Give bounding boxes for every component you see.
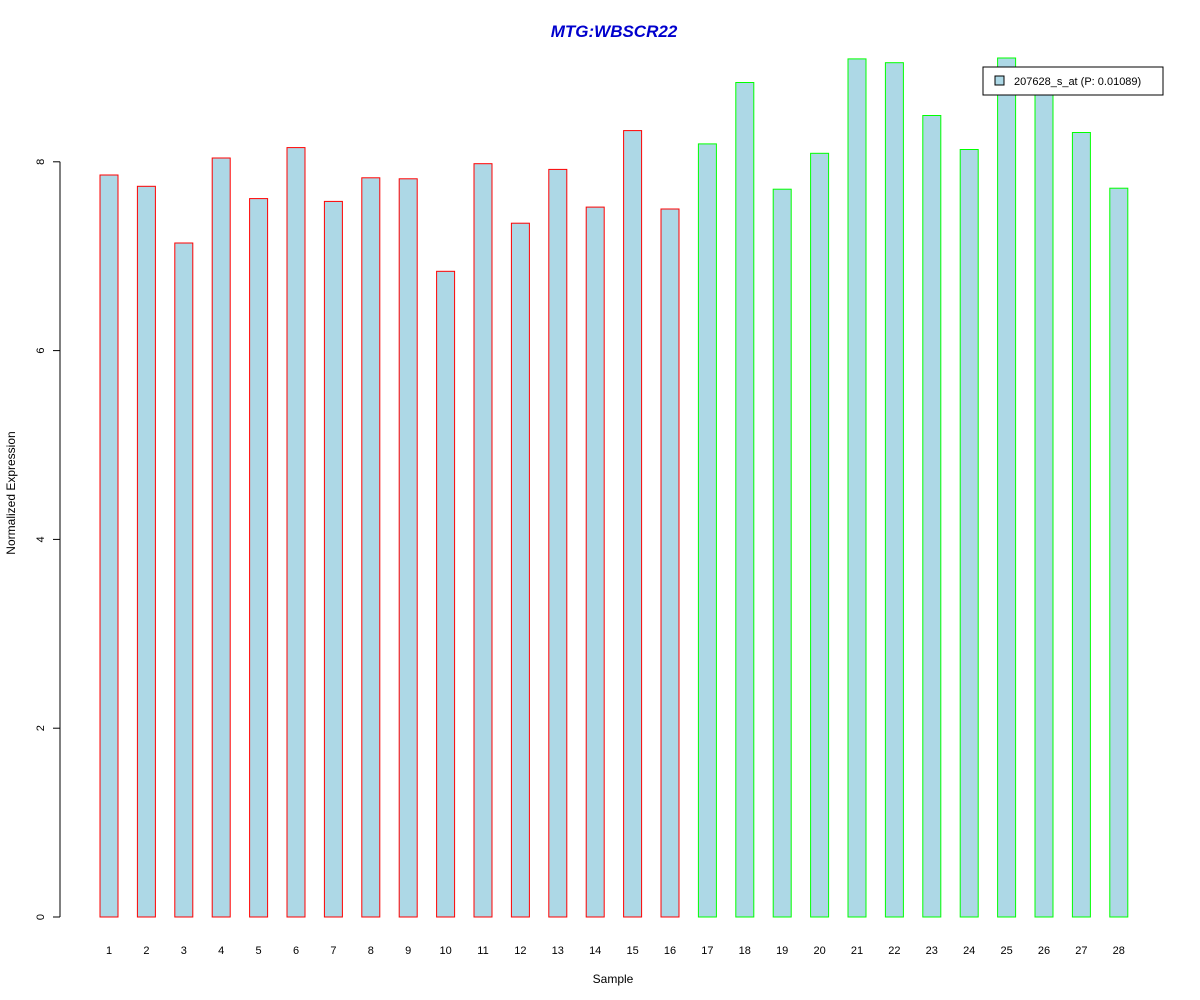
x-tick-label: 25 (1000, 945, 1012, 957)
bar-sample-16 (660, 208, 680, 918)
x-tick-label: 27 (1075, 945, 1087, 957)
y-tick-label: 6 (35, 348, 47, 354)
y-tick-label: 0 (35, 914, 47, 920)
x-tick-label: 1 (106, 945, 112, 957)
legend: 207628_s_at (P: 0.01089) (982, 66, 1164, 96)
x-tick-label: 28 (1113, 945, 1125, 957)
x-tick-label: 12 (514, 945, 526, 957)
bar-sample-8 (361, 177, 381, 918)
x-tick-label: 17 (701, 945, 713, 957)
bar-sample-27 (1071, 132, 1091, 918)
x-tick-label: 20 (813, 945, 825, 957)
x-tick-label: 16 (664, 945, 676, 957)
bar-sample-11 (473, 163, 493, 918)
bar-sample-1 (99, 174, 119, 918)
bars-group (99, 57, 1129, 918)
bar-sample-20 (810, 152, 830, 918)
x-tick-label: 11 (477, 945, 488, 957)
bar-sample-21 (847, 58, 867, 918)
bar-sample-13 (548, 168, 568, 918)
bar-sample-7 (323, 200, 343, 918)
legend-box (982, 66, 1164, 96)
bar-sample-10 (436, 270, 456, 918)
bar-sample-6 (286, 147, 306, 918)
x-axis: 1 2 3 4 5 6 7 8 9 10 11 12 13 14 15 16 17 18 19 20 21 22 23 24 2… (106, 945, 1125, 957)
x-tick-label: 14 (589, 945, 601, 957)
x-tick-label: 15 (626, 945, 638, 957)
bar-sample-4 (211, 157, 231, 918)
y-axis-title: Normalized Expression (4, 431, 18, 554)
bar-sample-28 (1109, 187, 1129, 918)
y-axis: 0 2 4 6 8 (35, 159, 61, 920)
x-tick-label: 9 (405, 945, 411, 957)
bar-sample-26 (1034, 82, 1054, 918)
x-tick-label: 6 (293, 945, 299, 957)
bar-sample-3 (174, 242, 194, 918)
bar-sample-14 (585, 206, 605, 918)
bar-sample-9 (398, 178, 418, 918)
x-tick-label: 22 (888, 945, 900, 957)
chart-title: MTG:WBSCR22 (551, 22, 678, 41)
bar-sample-17 (697, 143, 717, 918)
bar-sample-19 (772, 188, 792, 918)
bar-sample-5 (249, 198, 269, 918)
y-tick-label: 8 (35, 159, 47, 165)
legend-swatch (994, 75, 1005, 86)
y-tick-label: 2 (35, 725, 47, 731)
bar-sample-22 (884, 62, 904, 918)
x-tick-label: 23 (926, 945, 938, 957)
x-tick-label: 7 (330, 945, 336, 957)
x-tick-label: 4 (218, 945, 224, 957)
x-tick-label: 21 (851, 945, 863, 957)
x-tick-label: 13 (552, 945, 564, 957)
x-tick-label: 10 (439, 945, 451, 957)
x-tick-label: 3 (181, 945, 187, 957)
bar-sample-23 (922, 115, 942, 918)
x-tick-label: 24 (963, 945, 975, 957)
x-axis-title: Sample (593, 972, 634, 986)
x-tick-label: 19 (776, 945, 788, 957)
legend-label: 207628_s_at (P: 0.01089) (1014, 76, 1141, 88)
x-tick-label: 5 (256, 945, 262, 957)
bar-sample-2 (136, 185, 156, 918)
x-tick-label: 2 (143, 945, 149, 957)
bar-sample-25 (997, 57, 1017, 918)
y-tick-label: 4 (35, 536, 47, 542)
bar-sample-12 (510, 222, 530, 918)
x-tick-label: 8 (368, 945, 374, 957)
bar-sample-18 (735, 82, 755, 918)
bar-sample-15 (623, 130, 643, 918)
x-tick-label: 26 (1038, 945, 1050, 957)
x-tick-label: 18 (739, 945, 751, 957)
bar-sample-24 (959, 149, 979, 918)
